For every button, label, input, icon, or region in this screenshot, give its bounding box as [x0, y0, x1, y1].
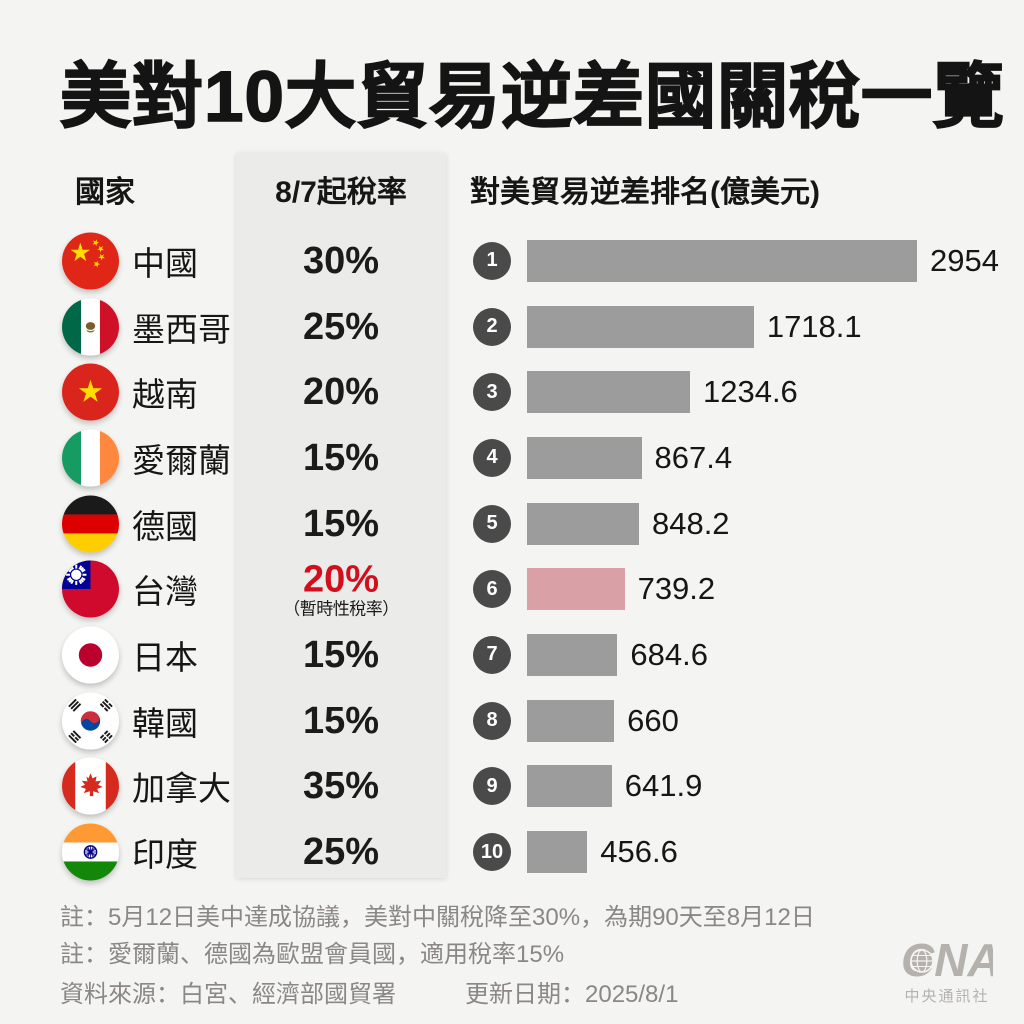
- flag-taiwan-icon: [62, 560, 119, 618]
- footnotes: 註：5月12日美中達成協議，美對中關稅降至30%，為期90天至8月12日 註：愛…: [60, 899, 815, 973]
- rate-value: 25%: [302, 305, 380, 348]
- deficit-bar-highlighted: [527, 568, 625, 611]
- flag-mexico-icon: [62, 298, 119, 356]
- deficit-bar: [527, 371, 690, 414]
- rank-badge: 8: [473, 701, 511, 740]
- column-headers: 國家 8/7起稅率 對美貿易逆差排名(億美元): [0, 167, 1024, 211]
- rank-badge: 3: [473, 373, 511, 412]
- rate-value: 25%: [302, 831, 380, 874]
- deficit-value: 684.6: [630, 636, 708, 672]
- page-title: 美對10大貿易逆差國關稅一覽: [59, 57, 1005, 138]
- country-label: 愛爾蘭: [132, 441, 231, 479]
- deficit-bar: [527, 436, 642, 479]
- deficit-bar: [527, 699, 615, 742]
- flag-china-icon: [62, 232, 119, 290]
- deficit-value: 867.4: [654, 439, 733, 475]
- rate-value: 35%: [302, 765, 380, 808]
- table-row: 韓國 15% 8 660: [0, 688, 1024, 754]
- deficit-column-header: 對美貿易逆差排名(億美元): [470, 176, 820, 209]
- country-rows: 中國 30% 1 2954 墨西哥 25% 2 1718.1 越南 20: [0, 228, 1024, 885]
- deficit-value: 1234.6: [702, 374, 798, 410]
- table-row: 加拿大 35% 9 641.9: [0, 754, 1024, 820]
- deficit-value: 2954: [930, 242, 999, 278]
- deficit-bar: [527, 831, 588, 874]
- deficit-value: 660: [627, 702, 679, 738]
- country-label: 韓國: [132, 704, 198, 742]
- table-row: 越南 20% 3 1234.6: [0, 359, 1024, 425]
- country-label: 中國: [132, 244, 198, 282]
- country-label: 德國: [132, 507, 198, 545]
- rate-value: 15%: [302, 436, 380, 479]
- deficit-bar: [527, 502, 639, 545]
- country-label: 墨西哥: [132, 310, 231, 348]
- deficit-value: 848.2: [651, 505, 730, 541]
- rate-value: 30%: [302, 239, 380, 282]
- rank-badge: 7: [473, 635, 511, 674]
- rank-badge: 10: [473, 833, 511, 872]
- table-row: 印度 25% 10 456.6: [0, 819, 1024, 885]
- flag-germany-icon: [62, 495, 119, 553]
- flag-india-icon: [62, 823, 119, 881]
- table-row: 日本 15% 7 684.6: [0, 622, 1024, 688]
- rank-badge: 6: [473, 570, 511, 609]
- table-row: 台灣 20% （暫時性稅率） 6 739.2: [0, 556, 1024, 622]
- footnote-line: 註：5月12日美中達成協議，美對中關稅降至30%，為期90天至8月12日: [60, 904, 815, 931]
- flag-vietnam-icon: [62, 363, 119, 421]
- rank-badge: 5: [473, 504, 511, 543]
- rate-value: 15%: [302, 699, 380, 742]
- deficit-value: 641.9: [624, 768, 703, 804]
- table-row: 墨西哥 25% 2 1718.1: [0, 294, 1024, 360]
- flag-japan-icon: [62, 626, 119, 684]
- footnote-line: 註：愛爾蘭、德國為歐盟會員國，適用稅率15%: [60, 941, 565, 968]
- country-label: 加拿大: [132, 770, 231, 808]
- rank-badge: 2: [473, 307, 511, 346]
- table-row: 德國 15% 5 848.2: [0, 491, 1024, 557]
- cna-logo: CNA 中央通訊社: [892, 936, 1002, 1006]
- country-label: 印度: [132, 836, 198, 874]
- deficit-bar: [527, 765, 612, 808]
- country-label: 越南: [132, 376, 198, 414]
- deficit-value: 1718.1: [766, 308, 862, 344]
- cna-logo-icon: CNA: [901, 936, 993, 984]
- table-row: 中國 30% 1 2954: [0, 228, 1024, 294]
- rate-column-header: 8/7起稅率: [275, 176, 407, 209]
- flag-korea-icon: [62, 692, 119, 750]
- flag-canada-icon: [62, 757, 119, 815]
- flag-ireland-icon: [62, 429, 119, 487]
- country-label: 日本: [132, 638, 198, 676]
- rank-badge: 9: [473, 767, 511, 806]
- country-column-header: 國家: [75, 176, 135, 209]
- update-date: 更新日期：2025/8/1: [465, 981, 679, 1008]
- rate-note: （暫時性稅率）: [283, 599, 399, 619]
- deficit-value: 456.6: [600, 834, 678, 870]
- deficit-bar: [527, 305, 754, 348]
- deficit-bar: [527, 239, 917, 282]
- table-row: 愛爾蘭 15% 4 867.4: [0, 425, 1024, 491]
- rate-value: 15%: [302, 633, 380, 676]
- rate-value: 15%: [302, 502, 380, 545]
- rate-value: 20%: [302, 558, 380, 601]
- rate-column-band: [236, 153, 446, 878]
- rate-value: 20%: [302, 371, 380, 414]
- country-label: 台灣: [132, 573, 198, 611]
- deficit-value: 739.2: [637, 571, 716, 607]
- rank-badge: 4: [473, 438, 511, 477]
- data-source: 資料來源：白宮、經濟部國貿署: [60, 981, 396, 1008]
- rank-badge: 1: [473, 241, 511, 280]
- cna-logo-caption: 中央通訊社: [904, 988, 990, 1005]
- deficit-bar: [527, 633, 618, 676]
